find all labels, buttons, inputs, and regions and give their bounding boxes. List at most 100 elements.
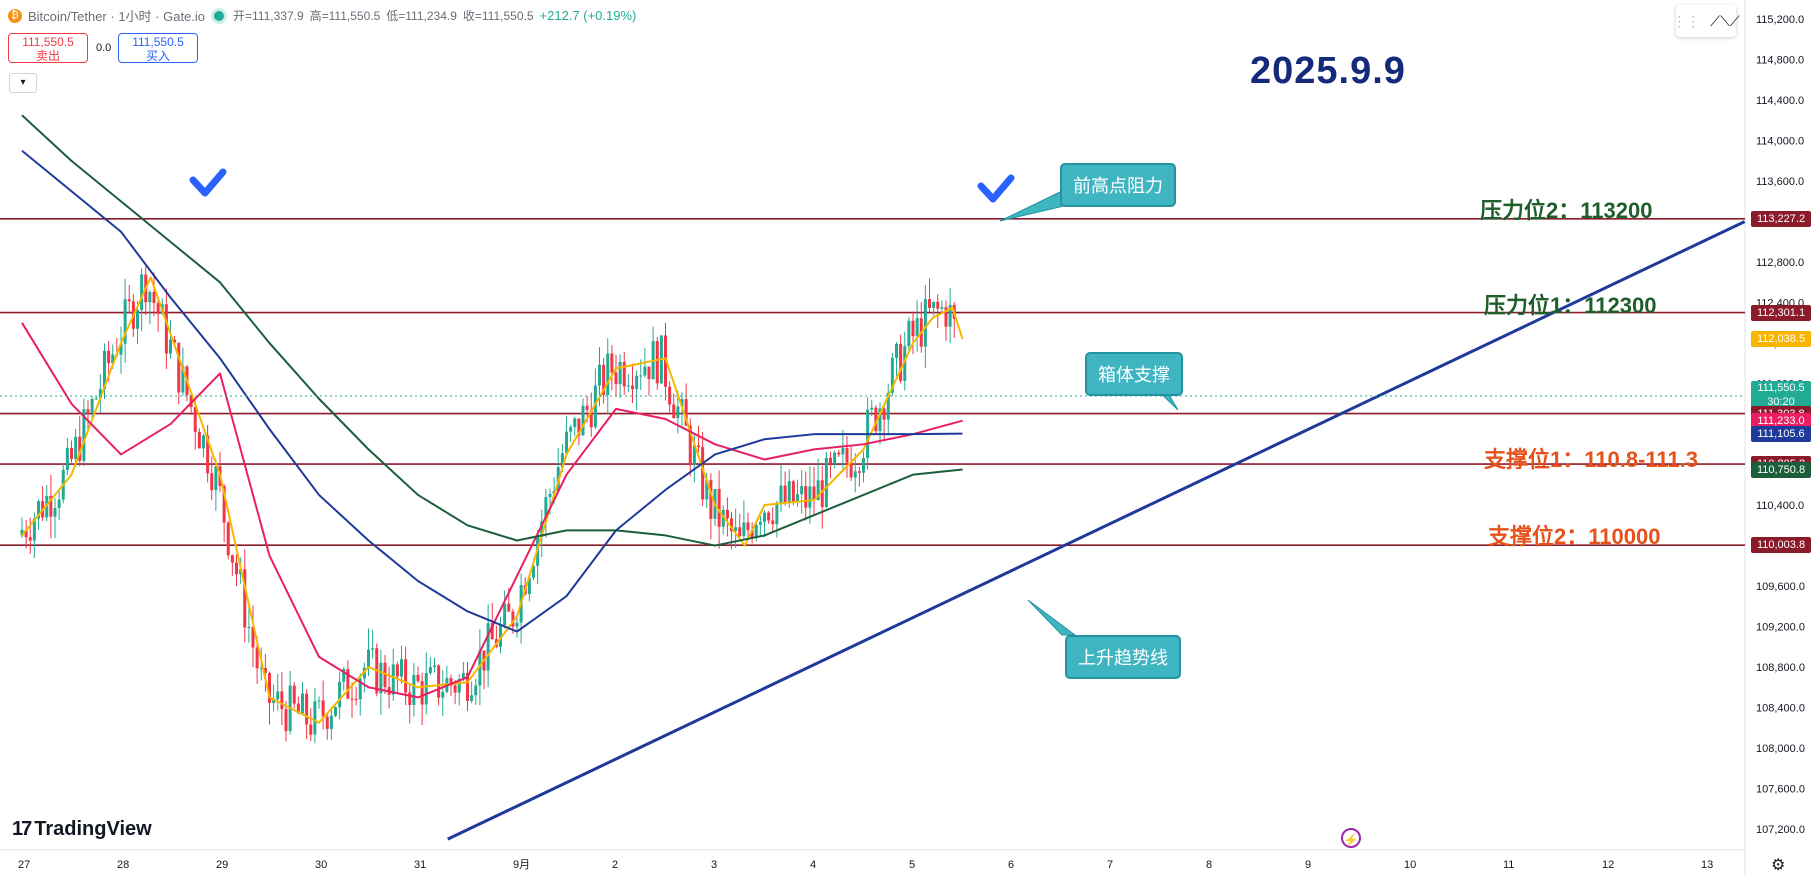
lightning-icon[interactable]: ⚡ [1341,828,1361,848]
candle-body [391,664,395,695]
sell-button[interactable]: 111,550.5 卖出 [8,33,88,63]
candle-body [738,527,742,537]
candle-body [263,668,267,674]
x-tick-label: 13 [1701,859,1713,871]
candle-body [301,693,304,714]
collapse-button[interactable]: ▾ [9,73,37,93]
candle-body [474,685,478,696]
candle-body [37,501,40,519]
x-tick-label: 9 [1305,859,1311,871]
x-tick-label: 28 [117,859,129,871]
candle-body [247,626,251,628]
candle-body [408,692,412,705]
candle-body [148,292,152,303]
candle-body [721,509,725,527]
buy-price: 111,550.5 [132,35,184,49]
candle-body [829,457,832,464]
candle-body [354,698,358,700]
x-tick-label: 27 [18,859,30,871]
y-tick-label: 108,800.0 [1756,662,1805,674]
candle-body [676,406,680,419]
candle-body [903,346,907,381]
moving-average-line-1 [21,276,964,724]
candle-body [305,693,309,725]
support-label-1: 支撑位1：110.8-111.3 [1484,447,1699,472]
candle-body [837,452,841,455]
candle-body [428,667,432,674]
tradingview-logo: 17 TradingView [12,818,152,841]
candle-body [272,699,276,703]
candle-body [65,447,69,471]
high-value: 高=111,550.5 [309,9,381,23]
y-tick-label: 114,000.0 [1756,136,1804,148]
candle-body [672,404,676,419]
low-value: 低=111,234.9 [386,9,457,23]
gear-icon[interactable]: ⚙ [1771,857,1786,874]
callout-prev-high: 前高点阻力 [1060,163,1176,207]
candle-body [635,375,639,390]
x-tick-label: 6 [1008,859,1014,871]
candle-body [90,398,94,413]
callout-trendline: 上升趋势线 [1065,635,1181,679]
x-tick-label: 8 [1206,859,1212,871]
bitcoin-coin-icon: ₿ [8,8,22,23]
x-tick-label: 4 [810,859,816,871]
candle-body [321,700,325,717]
candle-body [317,700,321,702]
candle-body [358,678,362,700]
buy-button[interactable]: 111,550.5 买入 [118,33,198,63]
price-tag: 111,233.0 [1751,412,1811,429]
candle-body [57,499,61,509]
candle-body [20,529,24,536]
candle-body [923,299,927,347]
y-tick-label: 110,400.0 [1756,500,1804,512]
x-tick-label: 12 [1602,859,1614,871]
candle-body [655,341,659,384]
uptrend-line[interactable] [447,220,1746,841]
price-tag: 112,038.5 [1751,331,1811,348]
candle-body [585,405,589,411]
check-mark-icon [189,168,227,197]
candle-body [379,662,383,694]
candle-body [841,447,845,455]
candle-body [342,669,346,682]
symbol-title[interactable]: Bitcoin/Tether · 1小时 · Gate.io [28,9,206,24]
candle-body [107,350,111,364]
y-tick-label: 113,600.0 [1756,176,1804,188]
price-tag: 111,105.6 [1751,425,1811,442]
candle-body [606,353,610,396]
candle-body [74,436,78,460]
candle-body [560,453,564,468]
candle-body [870,407,874,410]
candle-body [98,389,102,399]
candle-body [895,343,898,358]
candle-body [325,716,329,729]
candle-body [824,457,828,507]
candle-body [400,659,403,677]
candle-body [202,435,205,449]
candle-body [878,408,882,432]
candle-body [532,565,535,578]
y-tick-label: 115,200.0 [1756,14,1804,26]
chart-tool-button[interactable]: ⋮⋮ ⟋⟍⟋ [1672,5,1740,37]
candle-body [453,685,457,693]
candle-body [28,537,32,541]
candle-body [24,529,28,538]
candle-body [177,342,181,393]
candle-body [136,309,139,329]
candle-body [350,698,354,700]
y-tick-label: 114,800.0 [1756,55,1804,67]
candle-body [470,695,474,701]
candle-body [313,701,317,735]
x-tick-label: 29 [216,859,228,871]
candle-body [367,649,370,668]
candle-body [490,623,494,640]
candle-body [697,445,700,448]
candle-body [598,364,601,386]
candle-body [742,522,746,537]
candle-body [544,497,548,522]
candle-body [573,418,577,428]
chart-line-icon: ⟋⟍⟋ [1710,12,1740,29]
candle-body [577,418,581,436]
